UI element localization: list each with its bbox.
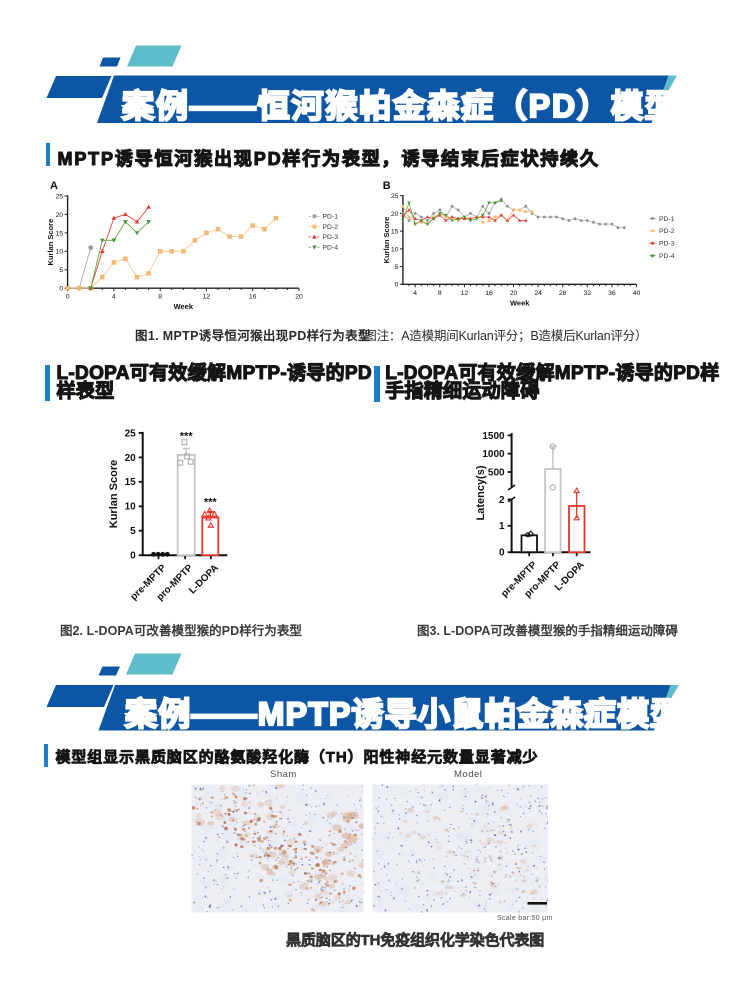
svg-text:Week: Week bbox=[174, 302, 194, 311]
svg-text:1500: 1500 bbox=[482, 431, 505, 442]
svg-text:Week: Week bbox=[510, 298, 530, 307]
svg-text:20: 20 bbox=[56, 212, 64, 219]
svg-text:20: 20 bbox=[125, 453, 137, 464]
svg-text:25: 25 bbox=[56, 193, 64, 200]
svg-text:0: 0 bbox=[130, 551, 136, 562]
svg-text:16: 16 bbox=[485, 290, 493, 297]
svg-text:15: 15 bbox=[56, 230, 64, 237]
svg-text:10: 10 bbox=[125, 502, 137, 513]
svg-text:1000: 1000 bbox=[482, 449, 505, 460]
svg-text:15: 15 bbox=[125, 477, 137, 488]
svg-text:PD-3: PD-3 bbox=[659, 241, 675, 248]
svg-text:15: 15 bbox=[391, 229, 399, 236]
svg-text:28: 28 bbox=[559, 290, 567, 297]
svg-text:5: 5 bbox=[395, 264, 399, 271]
svg-text:B: B bbox=[383, 180, 391, 192]
svg-text:20: 20 bbox=[391, 211, 399, 218]
svg-text:8: 8 bbox=[438, 290, 442, 297]
svg-text:5: 5 bbox=[130, 526, 136, 537]
svg-text:25: 25 bbox=[391, 193, 399, 200]
svg-text:25: 25 bbox=[125, 428, 137, 439]
svg-text:PD-4: PD-4 bbox=[659, 253, 675, 260]
svg-text:0: 0 bbox=[395, 282, 399, 289]
svg-text:PD-4: PD-4 bbox=[323, 245, 339, 252]
svg-text:PD-1: PD-1 bbox=[659, 216, 675, 223]
svg-text:Kurlan Score: Kurlan Score bbox=[108, 460, 120, 528]
svg-text:8: 8 bbox=[158, 294, 162, 301]
svg-text:24: 24 bbox=[534, 290, 542, 297]
svg-text:Kurlan Score: Kurlan Score bbox=[46, 219, 55, 266]
svg-text:1: 1 bbox=[499, 521, 505, 532]
svg-text:PD-3: PD-3 bbox=[323, 234, 339, 241]
svg-text:20: 20 bbox=[295, 294, 303, 301]
svg-text:32: 32 bbox=[584, 290, 592, 297]
svg-text:12: 12 bbox=[203, 294, 211, 301]
svg-text:500: 500 bbox=[488, 467, 505, 478]
svg-text:4: 4 bbox=[112, 294, 116, 301]
svg-text:0: 0 bbox=[499, 548, 505, 559]
svg-text:2: 2 bbox=[499, 495, 505, 506]
svg-text:PD-1: PD-1 bbox=[323, 214, 339, 221]
svg-text:20: 20 bbox=[510, 290, 518, 297]
svg-text:10: 10 bbox=[391, 246, 399, 253]
svg-text:40: 40 bbox=[633, 290, 641, 297]
svg-text:***: *** bbox=[180, 431, 194, 443]
svg-text:0: 0 bbox=[66, 294, 70, 301]
svg-text:12: 12 bbox=[461, 290, 469, 297]
svg-text:Kurlan Score: Kurlan Score bbox=[382, 217, 391, 264]
svg-text:16: 16 bbox=[249, 294, 257, 301]
svg-text:***: *** bbox=[204, 496, 218, 508]
svg-text:PD-2: PD-2 bbox=[659, 228, 675, 235]
svg-text:36: 36 bbox=[608, 290, 616, 297]
svg-text:Latency(s): Latency(s) bbox=[475, 465, 487, 520]
svg-text:4: 4 bbox=[413, 290, 417, 297]
svg-text:0: 0 bbox=[59, 286, 63, 293]
svg-text:PD-2: PD-2 bbox=[323, 224, 339, 231]
svg-text:10: 10 bbox=[56, 249, 64, 256]
svg-text:A: A bbox=[50, 180, 58, 192]
svg-text:5: 5 bbox=[59, 267, 63, 274]
